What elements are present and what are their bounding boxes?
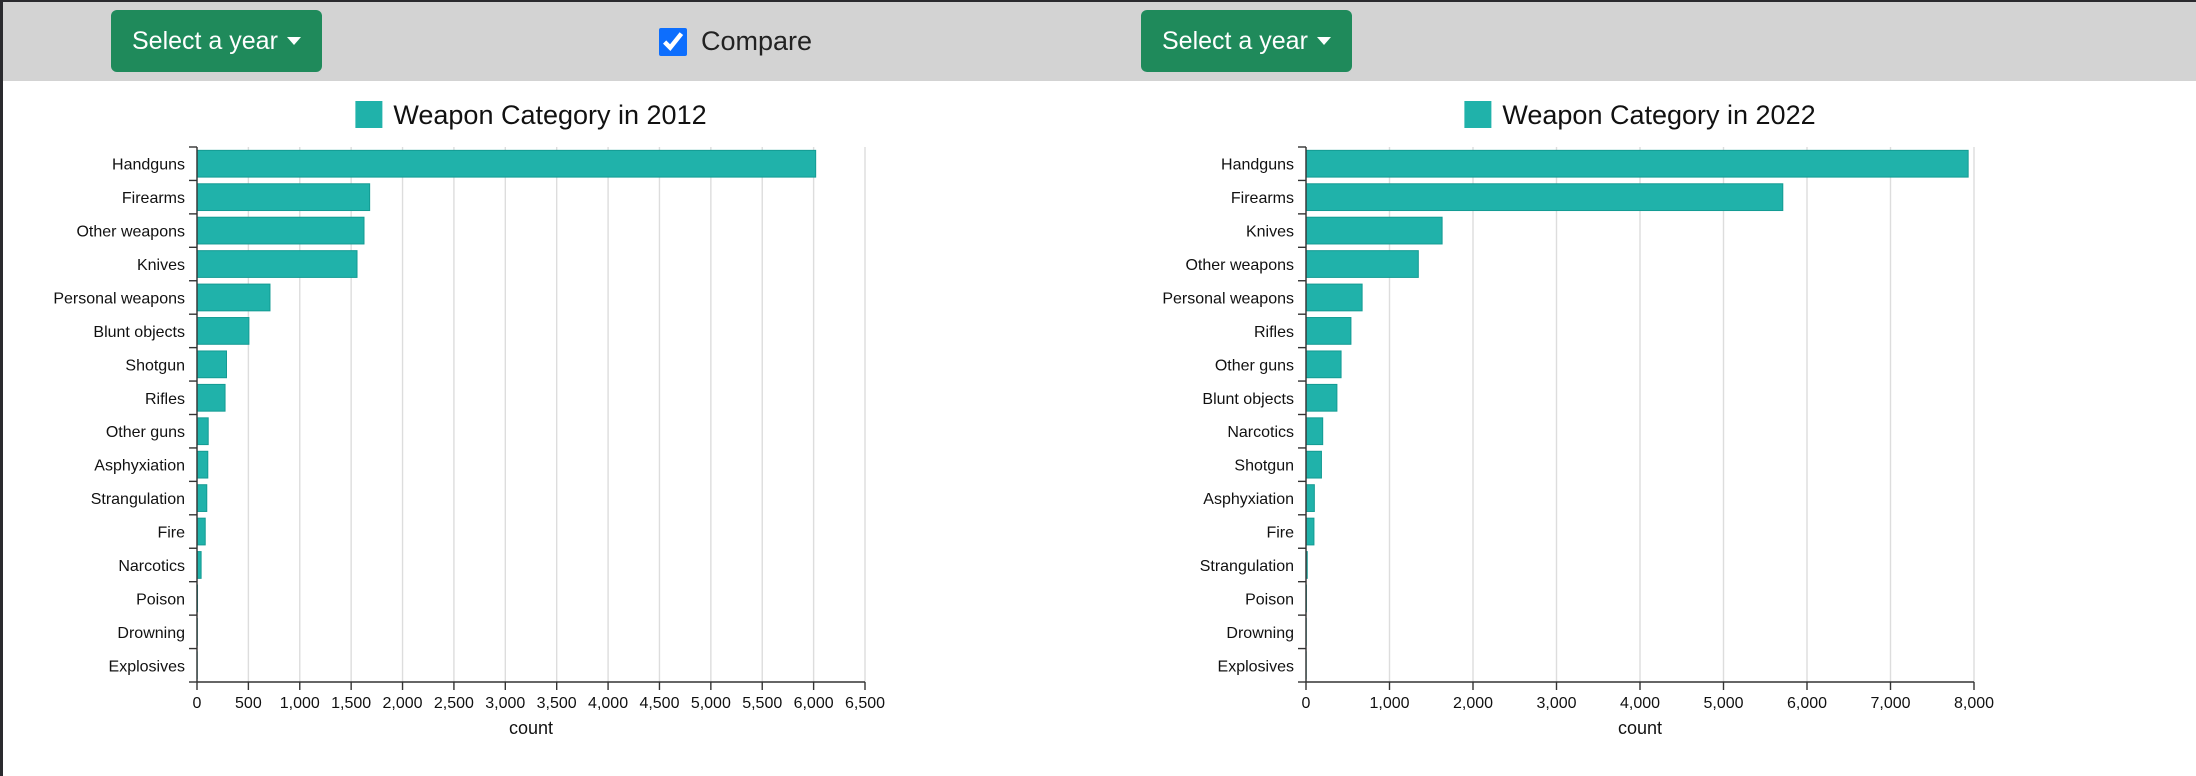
- legend-swatch: [1464, 101, 1492, 128]
- chart-title: Weapon Category in 2012: [393, 100, 706, 130]
- x-tick-label: 2,500: [434, 695, 474, 712]
- y-tick-label: Explosives: [109, 658, 185, 675]
- bar: [1305, 517, 1315, 546]
- y-tick-label: Asphyxiation: [94, 458, 185, 475]
- bar: [196, 283, 271, 312]
- y-tick-label: Firearms: [122, 190, 185, 207]
- x-tick-label: 6,500: [845, 695, 885, 712]
- x-tick-label: 6,000: [794, 695, 834, 712]
- toolbar: Select a year Compare Select a year: [3, 2, 2196, 81]
- x-tick-label: 1,000: [280, 695, 320, 712]
- bar: [196, 417, 209, 446]
- caret: [1316, 37, 1331, 45]
- y-tick-label: Strangulation: [1200, 558, 1294, 575]
- bar: [1305, 250, 1419, 278]
- bar: [196, 216, 365, 245]
- bar: [196, 183, 371, 212]
- bar: [196, 317, 250, 345]
- checkbox[interactable]: [659, 27, 687, 56]
- x-tick-label: 0: [1302, 695, 1311, 712]
- bar: [196, 149, 817, 178]
- x-tick-label: 5,500: [742, 695, 782, 712]
- bar: [1305, 216, 1443, 245]
- y-tick-label: Other weapons: [76, 224, 185, 241]
- bar: [196, 484, 208, 512]
- y-tick-label: Blunt objects: [1202, 391, 1294, 408]
- x-tick-label: 0: [193, 695, 202, 712]
- bar: [1305, 450, 1322, 479]
- y-tick-label: Knives: [137, 257, 185, 274]
- y-tick-label: Narcotics: [118, 558, 185, 575]
- bar: [196, 517, 206, 546]
- bar: [1305, 149, 1969, 178]
- x-tick-label: 4,500: [639, 695, 679, 712]
- year-dropdown[interactable]: Select a year: [111, 10, 322, 72]
- bar: [196, 450, 209, 479]
- y-tick-label: Handguns: [1221, 157, 1294, 174]
- y-tick-label: Shotgun: [125, 357, 185, 374]
- y-tick-label: Firearms: [1231, 190, 1294, 207]
- bar: [1305, 283, 1363, 312]
- x-tick-label: 500: [235, 695, 262, 712]
- x-tick-label: 3,000: [485, 695, 525, 712]
- bar: [1305, 383, 1338, 412]
- x-tick-label: 2,000: [1453, 695, 1493, 712]
- charts: 0 500 1,000 1,500 2,000 2,500 3,000 3,500 4,000 4…: [53, 100, 1994, 738]
- y-tick-label: Strangulation: [91, 491, 185, 508]
- x-tick-label: 7,000: [1870, 695, 1910, 712]
- y-tick-label: Asphyxiation: [1203, 491, 1294, 508]
- x-tick-label: 6,000: [1787, 695, 1827, 712]
- button-label: Select a year: [132, 26, 278, 55]
- x-tick-label: 5,000: [691, 695, 731, 712]
- y-tick-label: Fire: [157, 525, 185, 542]
- y-tick-label: Drowning: [1226, 625, 1294, 642]
- x-tick-label: 3,000: [1536, 695, 1576, 712]
- x-tick-label: 4,000: [588, 695, 628, 712]
- y-tick-label: Handguns: [112, 157, 185, 174]
- y-tick-label: Explosives: [1218, 658, 1294, 675]
- x-tick-label: 8,000: [1954, 695, 1994, 712]
- y-tick-label: Knives: [1246, 224, 1294, 241]
- y-tick-label: Personal weapons: [53, 290, 185, 307]
- bar: [196, 383, 226, 412]
- chart-title: Weapon Category in 2022: [1502, 100, 1815, 130]
- y-tick-label: Poison: [1245, 591, 1294, 608]
- bar: [1305, 350, 1342, 379]
- legend-swatch: [355, 101, 383, 128]
- x-tick-label: 3,500: [537, 695, 577, 712]
- y-tick-label: Shotgun: [1234, 458, 1294, 475]
- bar: [196, 350, 227, 379]
- caret: [286, 37, 301, 45]
- x-tick-label: 1,000: [1369, 695, 1409, 712]
- y-tick-label: Other weapons: [1185, 257, 1294, 274]
- button-label: Select a year: [1162, 26, 1308, 55]
- x-axis-label: count: [509, 718, 553, 738]
- bar: [1305, 484, 1315, 512]
- y-tick-label: Rifles: [145, 391, 185, 408]
- x-tick-label: 5,000: [1703, 695, 1743, 712]
- y-tick-label: Narcotics: [1227, 424, 1294, 441]
- y-tick-label: Poison: [136, 591, 185, 608]
- bar: [1305, 183, 1784, 212]
- x-axis-label: count: [1618, 718, 1662, 738]
- y-tick-label: Drowning: [117, 625, 185, 642]
- y-tick-label: Personal weapons: [1162, 290, 1294, 307]
- x-tick-label: 2,000: [383, 695, 423, 712]
- y-tick-label: Other guns: [1215, 357, 1294, 374]
- compare-toggle[interactable]: Compare: [659, 26, 812, 57]
- x-tick-label: 4,000: [1620, 695, 1660, 712]
- checkbox-label: Compare: [701, 26, 813, 56]
- y-tick-label: Other guns: [106, 424, 185, 441]
- year-dropdown[interactable]: Select a year: [1141, 10, 1352, 72]
- bar: [1305, 317, 1352, 345]
- y-tick-label: Fire: [1266, 525, 1294, 542]
- bar: [196, 250, 358, 278]
- y-tick-label: Rifles: [1254, 324, 1294, 341]
- y-tick-label: Blunt objects: [93, 324, 185, 341]
- bar: [1305, 417, 1324, 446]
- x-tick-label: 1,500: [331, 695, 371, 712]
